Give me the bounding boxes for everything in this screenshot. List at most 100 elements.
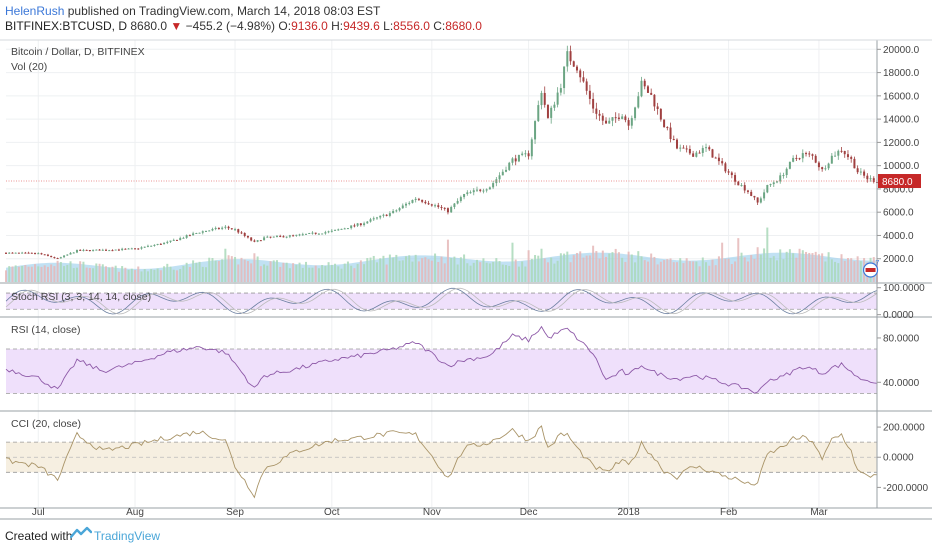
x-axis-label-feb: Feb xyxy=(720,507,738,518)
candle-body xyxy=(508,162,511,170)
candle-body xyxy=(234,229,237,231)
candle-body xyxy=(53,257,56,259)
candle-body xyxy=(624,116,627,121)
candle-body xyxy=(259,240,262,242)
candle-body xyxy=(82,249,85,251)
volume-bar xyxy=(801,250,804,282)
volume-bar xyxy=(479,262,482,282)
open-label: O: xyxy=(278,19,292,33)
indicator-axis-label: 40.0000 xyxy=(883,378,920,389)
candle-body xyxy=(830,155,833,164)
candle-body xyxy=(153,244,156,246)
candle-body xyxy=(111,250,114,252)
volume-bar xyxy=(40,266,43,282)
volume-bar xyxy=(798,248,801,282)
candle-body xyxy=(298,234,301,236)
candle-body xyxy=(566,51,569,67)
candle-body xyxy=(553,104,556,108)
volume-bar xyxy=(372,255,375,282)
volume-bar xyxy=(614,248,617,282)
candle-body xyxy=(121,248,124,250)
candle-body xyxy=(269,236,272,238)
indicator-line-cci xyxy=(5,425,878,499)
volume-bar xyxy=(127,269,130,282)
chart-canvas[interactable]: Jul Aug Sep Oct Nov Dec 2018 Feb Mar 2000.0 4000.0… xyxy=(0,34,932,520)
candle-body xyxy=(530,139,533,157)
candle-body xyxy=(505,169,508,172)
volume-bar xyxy=(511,242,514,282)
volume-bar xyxy=(185,262,188,282)
indicator-axis-label: 100.0000 xyxy=(883,283,925,294)
volume-bar xyxy=(492,261,495,282)
candle-body xyxy=(282,236,285,238)
candle-body xyxy=(708,147,711,150)
volume-bar xyxy=(172,269,175,282)
candle-body xyxy=(456,200,459,204)
indicator-axis-label: 0.0000 xyxy=(883,310,914,321)
candle-body xyxy=(466,192,469,195)
volume-bar xyxy=(211,257,214,282)
volume-bar xyxy=(159,270,162,282)
volume-bar xyxy=(508,265,511,282)
volume-bar xyxy=(630,254,633,282)
volume-bar xyxy=(37,266,40,282)
candle-body xyxy=(195,232,198,234)
volume-bar xyxy=(727,258,730,282)
volume-bar xyxy=(282,262,285,282)
volume-bar xyxy=(688,261,691,282)
candle-body xyxy=(375,217,378,219)
candle-body xyxy=(346,228,349,230)
volume-bar xyxy=(279,266,282,282)
candle-body xyxy=(246,235,249,238)
candle-body xyxy=(705,147,708,149)
candle-body xyxy=(685,148,688,150)
symbol-label[interactable]: BITFINEX:BTCUSD, D xyxy=(5,19,128,33)
candle-body xyxy=(711,149,714,158)
volume-bar xyxy=(246,261,249,282)
candle-body xyxy=(785,168,788,176)
candle-body xyxy=(666,127,669,129)
author-link[interactable]: HelenRush xyxy=(5,4,65,18)
volume-bar xyxy=(298,262,301,282)
candle-body xyxy=(417,198,420,200)
volume-bar xyxy=(334,263,337,282)
candle-body xyxy=(159,243,162,245)
volume-bar xyxy=(121,266,124,282)
volume-bar xyxy=(766,227,769,282)
volume-bar xyxy=(46,266,49,282)
volume-bar xyxy=(672,262,675,282)
candle-body xyxy=(808,153,811,155)
candle-body xyxy=(14,252,17,254)
candle-body xyxy=(40,253,43,255)
candle-body xyxy=(421,199,424,202)
volume-bar xyxy=(617,252,620,282)
volume-bar xyxy=(243,259,246,282)
candle-body xyxy=(859,171,862,173)
candle-body xyxy=(756,197,759,203)
candle-body xyxy=(243,233,246,236)
volume-bar xyxy=(782,259,785,282)
candle-body xyxy=(646,86,649,93)
symbol-ohlc-bar: BITFINEX:BTCUSD, D 8680.0 ▼ −455.2 (−4.9… xyxy=(5,19,482,33)
x-axis-label-2018: 2018 xyxy=(617,507,640,518)
candle-body xyxy=(601,115,604,121)
publish-info: HelenRush published on TradingView.com, … xyxy=(5,4,380,18)
volume-bar xyxy=(624,261,627,282)
candle-body xyxy=(266,236,269,238)
indicator-label-cci: CCI (20, close) xyxy=(11,418,81,430)
volume-bar xyxy=(534,255,537,282)
candle-body xyxy=(817,162,820,168)
tradingview-brand-link[interactable]: TradingView xyxy=(94,529,161,543)
volume-bar xyxy=(498,261,501,282)
last-price: 8680.0 xyxy=(130,19,168,33)
candle-body xyxy=(834,155,837,157)
candle-body xyxy=(350,225,353,229)
volume-bar xyxy=(811,253,814,282)
price-axis-label: 14000.0 xyxy=(883,115,920,126)
volume-bar xyxy=(682,263,685,282)
volume-bar xyxy=(605,256,608,282)
candle-body xyxy=(721,161,724,164)
candle-body xyxy=(75,249,78,253)
volume-indicator-label: Vol (20) xyxy=(11,61,47,73)
candle-body xyxy=(524,153,527,155)
